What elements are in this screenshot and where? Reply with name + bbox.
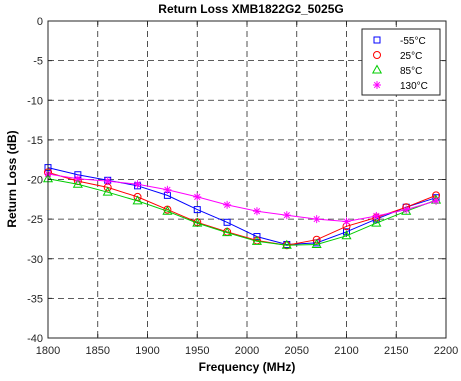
y-tick-label: -35 bbox=[27, 293, 43, 305]
data-point-circle bbox=[312, 235, 321, 244]
y-tick-label: -20 bbox=[27, 175, 43, 187]
data-point-star bbox=[373, 81, 381, 89]
legend: -55°C 25°C 85°C 130°C bbox=[361, 28, 441, 96]
x-axis-label: Frequency (MHz) bbox=[199, 360, 296, 374]
data-point-star bbox=[372, 211, 381, 220]
x-tick-label: 1950 bbox=[185, 345, 209, 357]
legend-label: -55°C bbox=[400, 36, 426, 47]
data-point-circle bbox=[373, 51, 381, 59]
y-tick-label: -15 bbox=[27, 135, 43, 147]
legend-box bbox=[361, 28, 441, 96]
y-axis-label: Return Loss (dB) bbox=[5, 130, 19, 227]
data-point-triangle bbox=[311, 238, 322, 248]
x-tick-label: 1900 bbox=[135, 345, 159, 357]
data-point-triangle bbox=[251, 235, 263, 245]
y-tick-label: -5 bbox=[33, 56, 43, 68]
data-point-star bbox=[223, 200, 232, 209]
data-point-square bbox=[223, 218, 231, 226]
data-point-star bbox=[252, 207, 261, 216]
data-point-triangle bbox=[371, 217, 382, 227]
data-point-triangle bbox=[102, 186, 113, 196]
x-tick-label: 1800 bbox=[36, 345, 60, 357]
y-tick-label: -40 bbox=[27, 333, 43, 345]
data-point-square bbox=[343, 228, 350, 236]
data-point-square bbox=[193, 206, 201, 214]
legend-label: 130°C bbox=[400, 81, 428, 92]
data-point-star bbox=[342, 217, 351, 226]
series-line bbox=[47, 173, 437, 223]
data-point-star bbox=[432, 196, 441, 205]
y-tick-label: -10 bbox=[27, 95, 43, 107]
data-point-star bbox=[103, 177, 112, 186]
data-point-triangle bbox=[132, 195, 143, 205]
legend-item: 85°C bbox=[371, 64, 422, 77]
data-point-triangle bbox=[72, 178, 83, 188]
data-point-triangle bbox=[162, 205, 173, 215]
legend-label: 25°C bbox=[400, 51, 422, 62]
y-tick-label: -25 bbox=[27, 214, 43, 226]
data-point-triangle bbox=[341, 230, 352, 240]
series-line bbox=[47, 171, 437, 246]
series-star bbox=[44, 169, 441, 226]
data-point-triangle bbox=[222, 227, 233, 237]
y-tick-label: -30 bbox=[27, 254, 43, 266]
data-point-star bbox=[312, 215, 321, 224]
data-point-triangle bbox=[192, 217, 203, 227]
data-point-star bbox=[73, 174, 82, 183]
x-tick-label: 2000 bbox=[235, 345, 259, 357]
legend-label: 85°C bbox=[400, 66, 422, 77]
axis-ticks: 1800 1850 1900 1950 2000 2050 2100 2150 2200 0 -5 -… bbox=[27, 16, 458, 357]
x-tick-label: 2100 bbox=[334, 345, 358, 357]
x-tick-label: 2050 bbox=[285, 345, 309, 357]
x-tick-label: 2200 bbox=[434, 345, 458, 357]
series-line bbox=[47, 178, 437, 246]
legend-item: 25°C bbox=[373, 51, 422, 62]
data-point-star bbox=[282, 211, 291, 220]
legend-item: 130°C bbox=[373, 81, 428, 92]
data-point-square bbox=[253, 233, 261, 241]
data-point-triangle bbox=[371, 64, 383, 74]
chart-title: Return Loss XMB1822G2_5025G bbox=[158, 2, 343, 16]
x-tick-label: 2150 bbox=[384, 345, 408, 357]
data-point-star bbox=[402, 205, 411, 214]
data-point-star bbox=[133, 180, 142, 189]
data-point-star bbox=[193, 192, 202, 201]
x-tick-label: 1850 bbox=[86, 345, 110, 357]
data-series bbox=[42, 164, 442, 250]
legend-item: -55°C bbox=[373, 36, 426, 47]
data-point-square bbox=[373, 36, 381, 44]
data-point-triangle bbox=[281, 239, 292, 249]
data-point-star bbox=[163, 185, 172, 194]
y-tick-label: 0 bbox=[37, 16, 43, 28]
